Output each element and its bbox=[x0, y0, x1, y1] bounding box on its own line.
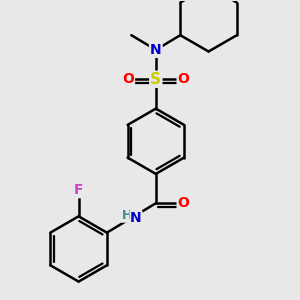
Text: O: O bbox=[178, 196, 190, 210]
Text: O: O bbox=[122, 72, 134, 86]
Text: N: N bbox=[130, 211, 142, 225]
Text: O: O bbox=[178, 72, 190, 86]
Text: S: S bbox=[150, 72, 161, 87]
Text: N: N bbox=[150, 43, 162, 57]
Text: H: H bbox=[122, 209, 132, 222]
Text: F: F bbox=[74, 183, 83, 197]
